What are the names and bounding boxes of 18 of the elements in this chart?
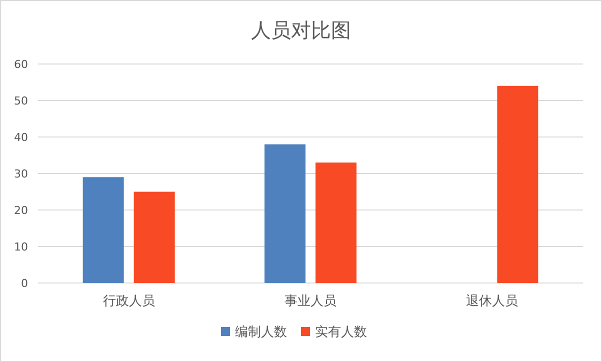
y-tick-label: 40 [14,131,28,144]
y-tick-label: 20 [14,204,28,217]
x-tick-label: 退休人员 [466,294,518,309]
y-tick-label: 30 [14,168,28,180]
y-tick-label: 50 [14,94,28,108]
y-tick-label: 60 [14,58,28,71]
title: 人员对比图 [251,18,351,42]
bar [497,86,538,283]
legend-label: 编制人数 [235,325,287,340]
bar [82,177,124,283]
y-tick-label: 10 [14,240,28,254]
bar [134,192,175,283]
legend-label: 实有人数 [315,325,367,340]
bar [316,162,356,283]
x-tick-label: 事业人员 [284,294,336,309]
x-tick-label: 行政人员 [102,294,155,309]
y-tick-label: 0 [21,277,28,290]
bar [264,144,306,283]
